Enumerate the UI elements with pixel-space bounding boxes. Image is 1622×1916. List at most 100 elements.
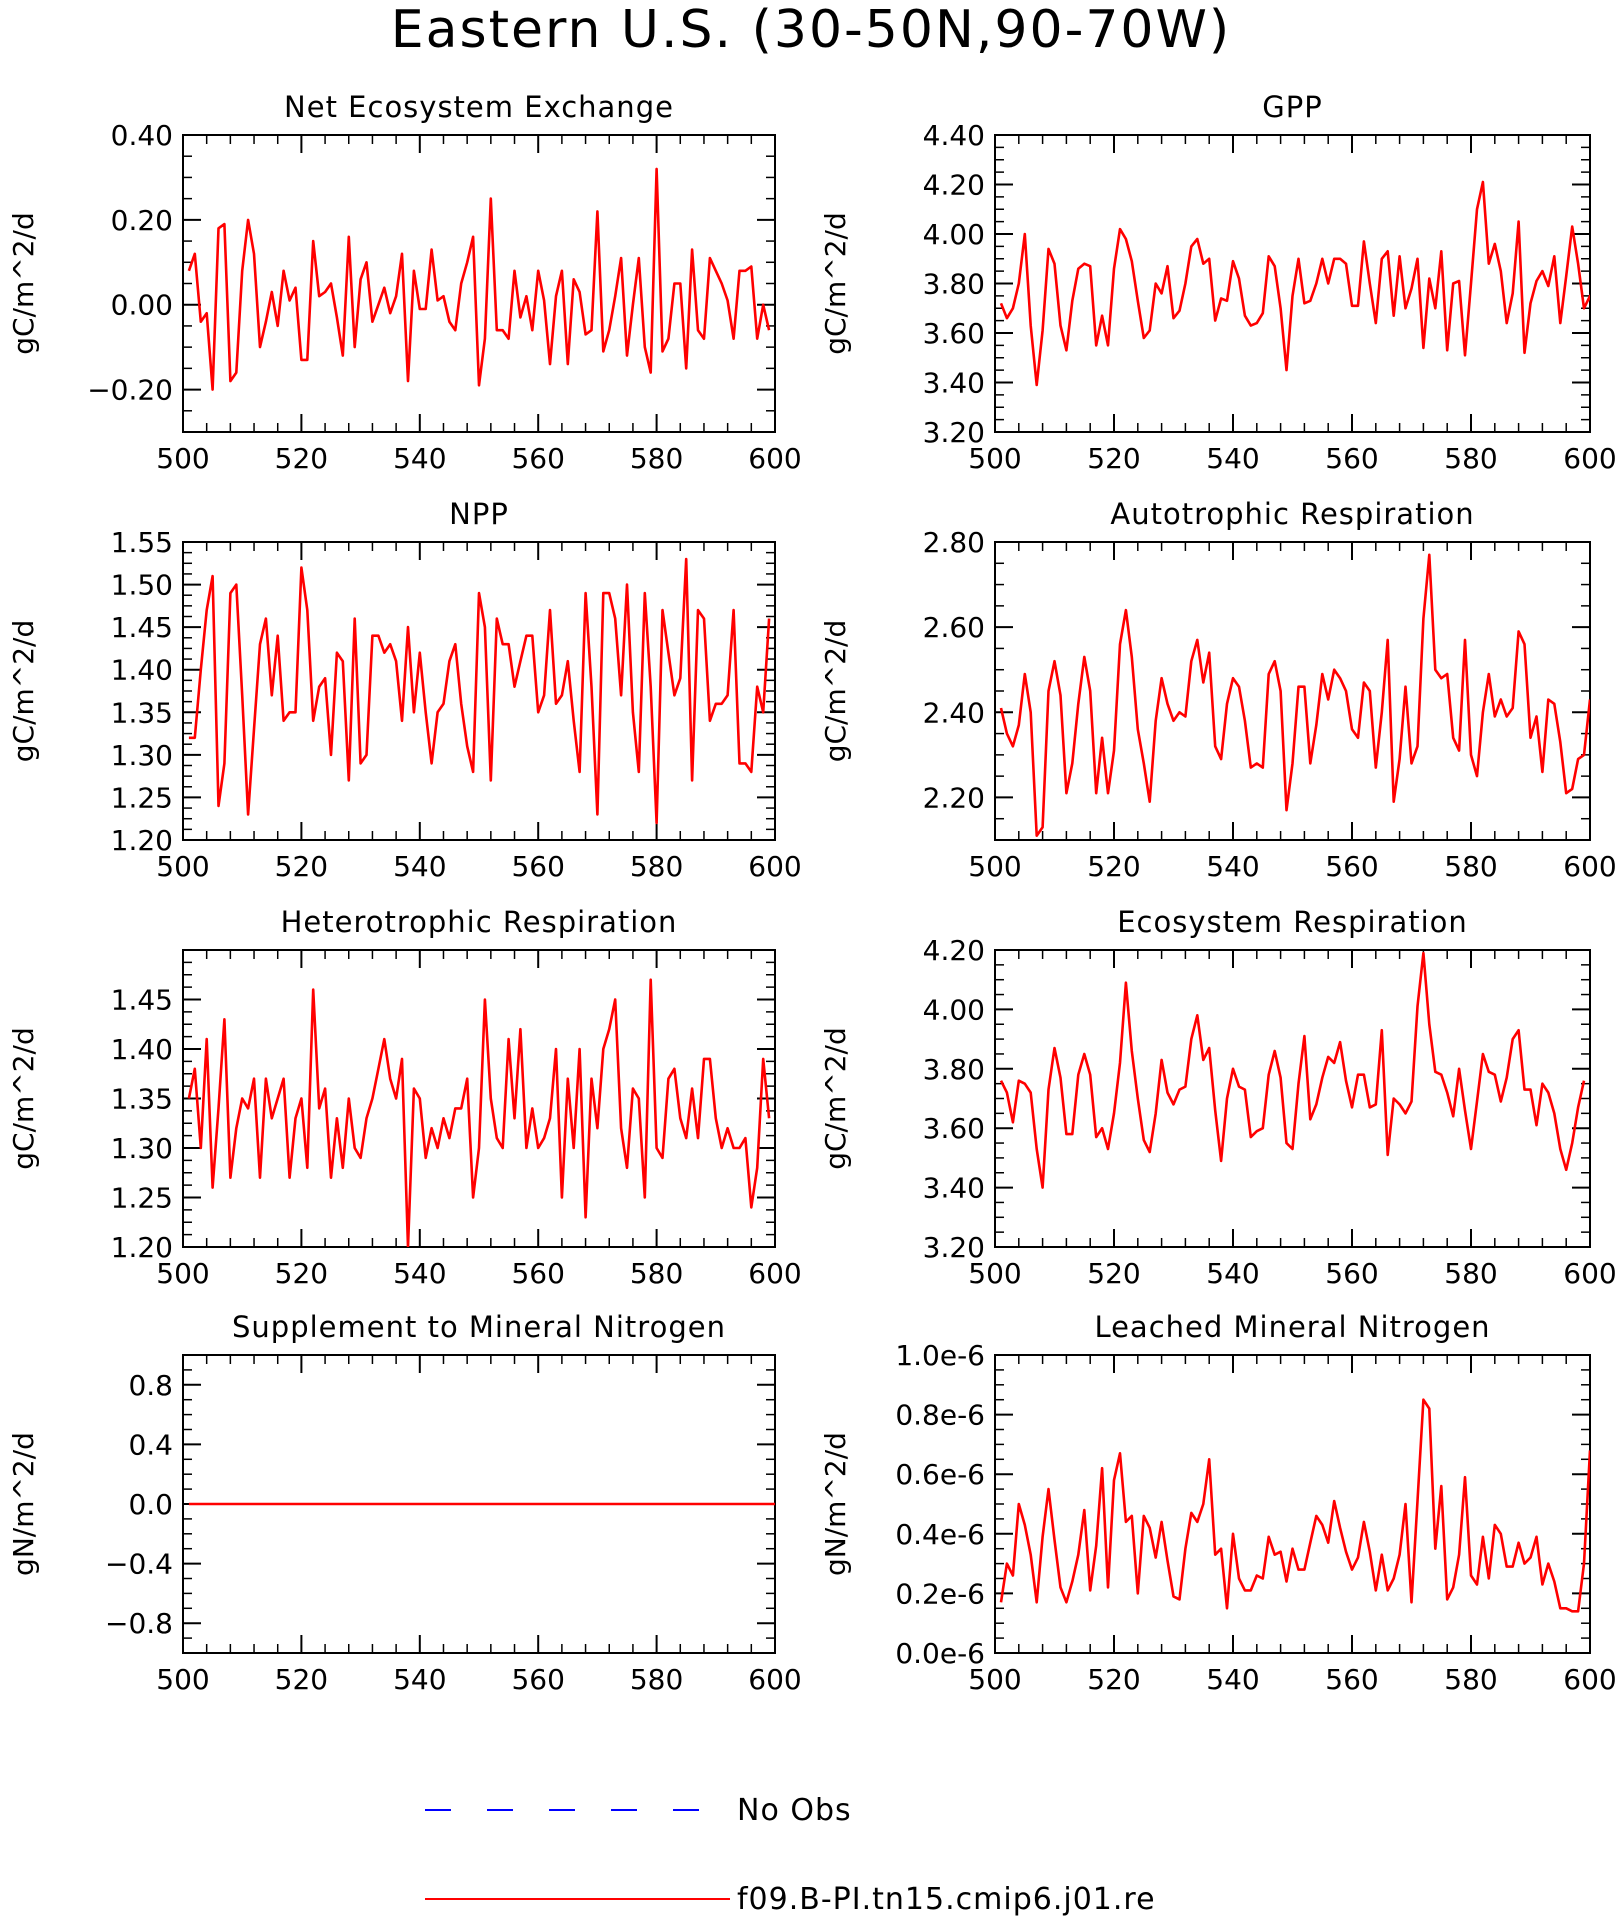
panel-ecosystem-respiration-ytick-label: 3.40 — [923, 1172, 985, 1205]
panel-supplement-to-mineral-nitrogen-title: Supplement to Mineral Nitrogen — [232, 1310, 726, 1344]
panel-heterotrophic-respiration-ytick-label: 1.20 — [111, 1231, 173, 1264]
panel-npp-ytick-label: 1.45 — [111, 611, 173, 644]
panel-heterotrophic-respiration-ytick-label: 1.25 — [111, 1182, 173, 1215]
panel-gpp-title: GPP — [1262, 90, 1322, 124]
panel-gpp-series-line — [999, 180, 1590, 387]
panel-npp-ytick-label: 1.50 — [111, 569, 173, 602]
panel-npp-xtick-label: 540 — [393, 850, 446, 883]
panel-npp-series-line — [188, 557, 771, 825]
panel-ecosystem-respiration-ytick-label: 3.60 — [923, 1112, 985, 1145]
panel-gpp-xtick-label: 560 — [1325, 442, 1378, 475]
panel-leached-mineral-nitrogen-ytick-label: 0.2e-6 — [895, 1577, 985, 1610]
panel-gpp-ytick-label: 3.20 — [923, 416, 985, 449]
panel-supplement-to-mineral-nitrogen-xtick-label: 580 — [630, 1663, 683, 1696]
panel-npp-title: NPP — [449, 497, 509, 531]
panel-npp-xtick-label: 560 — [511, 850, 564, 883]
panel-heterotrophic-respiration-xtick-label: 500 — [156, 1257, 209, 1290]
panel-npp-xtick-label: 520 — [275, 850, 328, 883]
panel-leached-mineral-nitrogen-ytick-label: 0.0e-6 — [895, 1637, 985, 1670]
panel-npp-ylabel: gC/m^2/d — [7, 620, 40, 763]
panel-supplement-to-mineral-nitrogen-ytick-label: 0.8 — [128, 1369, 173, 1402]
panel-leached-mineral-nitrogen-xtick-label: 540 — [1206, 1663, 1259, 1696]
panel-ecosystem-respiration-xtick-label: 560 — [1325, 1257, 1378, 1290]
panel-npp-ytick-label: 1.35 — [111, 696, 173, 729]
panel-ecosystem-respiration-series-line — [999, 951, 1586, 1189]
panel-leached-mineral-nitrogen-ytick-label: 1.0e-6 — [895, 1339, 985, 1372]
panel-heterotrophic-respiration-xtick-label: 540 — [393, 1257, 446, 1290]
panel-leached-mineral-nitrogen-frame — [994, 1354, 1591, 1654]
panel-ecosystem-respiration-ytick-label: 4.00 — [923, 993, 985, 1026]
panel-supplement-to-mineral-nitrogen-ytick-label: −0.8 — [105, 1607, 173, 1640]
panel-heterotrophic-respiration-ytick-label: 1.45 — [111, 984, 173, 1017]
panel-gpp-xtick-label: 580 — [1444, 442, 1497, 475]
panel-net-ecosystem-exchange-ytick-label: 0.00 — [111, 289, 173, 322]
panel-autotrophic-respiration-frame — [994, 541, 1591, 841]
panel-autotrophic-respiration-ylabel: gC/m^2/d — [819, 620, 852, 763]
panel-heterotrophic-respiration-xtick-label: 600 — [748, 1257, 801, 1290]
panel-npp-ytick-label: 1.55 — [111, 526, 173, 559]
panel-heterotrophic-respiration-series-line — [187, 978, 771, 1247]
panel-heterotrophic-respiration-xtick-label: 580 — [630, 1257, 683, 1290]
panel-gpp-xtick-label: 500 — [968, 442, 1021, 475]
panel-gpp-xtick-label: 540 — [1206, 442, 1259, 475]
panel-leached-mineral-nitrogen-xtick-label: 560 — [1325, 1663, 1378, 1696]
panel-supplement-to-mineral-nitrogen-xtick-label: 560 — [511, 1663, 564, 1696]
panel-heterotrophic-respiration-ytick-label: 1.40 — [111, 1033, 173, 1066]
panel-ecosystem-respiration: Ecosystem Respiration gC/m^2/d 500 520 540 56… — [819, 905, 1617, 1290]
panel-ecosystem-respiration-xtick-label: 600 — [1563, 1257, 1616, 1290]
panel-autotrophic-respiration-ytick-label: 2.80 — [923, 526, 985, 559]
panel-net-ecosystem-exchange: Net Ecosystem Exchange gC/m^2/d 500 520 540 5… — [7, 90, 802, 475]
panel-gpp-ytick-label: 3.60 — [923, 317, 985, 350]
panel-heterotrophic-respiration: Heterotrophic Respiration gC/m^2/d 500 520 5… — [7, 905, 802, 1290]
panel-gpp: GPP gC/m^2/d 500 520 540 560 580 600 3.20 3.40 3.6… — [819, 90, 1617, 475]
legend-label-model-run: f09.B-PI.tn15.cmip6.j01.re — [737, 1882, 1156, 1916]
panel-net-ecosystem-exchange-ytick-label: 0.40 — [111, 119, 173, 152]
panel-npp-ytick-label: 1.30 — [111, 739, 173, 772]
panel-supplement-to-mineral-nitrogen: Supplement to Mineral Nitrogen gN/m^2/d 50… — [7, 1310, 802, 1696]
panel-supplement-to-mineral-nitrogen-xtick-label: 540 — [393, 1663, 446, 1696]
panel-heterotrophic-respiration-title: Heterotrophic Respiration — [281, 905, 678, 939]
panel-ecosystem-respiration-ytick-label: 3.20 — [923, 1231, 985, 1264]
panel-ecosystem-respiration-title: Ecosystem Respiration — [1117, 905, 1468, 939]
panel-net-ecosystem-exchange-ylabel: gC/m^2/d — [7, 212, 40, 355]
panel-net-ecosystem-exchange-xtick-label: 600 — [748, 442, 801, 475]
panel-heterotrophic-respiration-frame — [182, 949, 776, 1248]
panel-autotrophic-respiration-xtick-label: 560 — [1325, 850, 1378, 883]
panel-ecosystem-respiration-ytick-label: 3.80 — [923, 1053, 985, 1086]
panel-gpp-ytick-label: 4.40 — [923, 119, 985, 152]
panel-net-ecosystem-exchange-xtick-label: 520 — [275, 442, 328, 475]
panel-ecosystem-respiration-xtick-label: 520 — [1087, 1257, 1140, 1290]
panel-npp-xtick-label: 500 — [156, 850, 209, 883]
panel-heterotrophic-respiration-xtick-label: 520 — [275, 1257, 328, 1290]
panel-autotrophic-respiration-ytick-label: 2.20 — [923, 781, 985, 814]
panel-ecosystem-respiration-xtick-label: 580 — [1444, 1257, 1497, 1290]
panel-heterotrophic-respiration-xtick-label: 560 — [511, 1257, 564, 1290]
panel-leached-mineral-nitrogen-xtick-label: 600 — [1563, 1663, 1616, 1696]
figure-title: Eastern U.S. (30-50N,90-70W) — [391, 0, 1231, 60]
panel-leached-mineral-nitrogen-ylabel: gN/m^2/d — [819, 1432, 852, 1576]
panel-supplement-to-mineral-nitrogen-ytick-label: 0.0 — [128, 1488, 173, 1521]
panel-net-ecosystem-exchange-ytick-label: 0.20 — [111, 204, 173, 237]
panel-autotrophic-respiration-xtick-label: 600 — [1563, 850, 1616, 883]
panel-supplement-to-mineral-nitrogen-xtick-label: 500 — [156, 1663, 209, 1696]
panel-leached-mineral-nitrogen-ytick-label: 0.8e-6 — [895, 1399, 985, 1432]
panel-net-ecosystem-exchange-xtick-label: 560 — [511, 442, 564, 475]
panel-npp-ytick-label: 1.40 — [111, 654, 173, 687]
panel-autotrophic-respiration: Autotrophic Respiration gC/m^2/d 500 520 540… — [819, 497, 1617, 883]
panel-supplement-to-mineral-nitrogen-xtick-label: 520 — [275, 1663, 328, 1696]
panel-ecosystem-respiration-xtick-label: 500 — [968, 1257, 1021, 1290]
panel-npp: NPP gC/m^2/d 500 520 540 560 580 600 1.20 1.25 1.3… — [7, 497, 802, 883]
panel-net-ecosystem-exchange-ytick-label: −0.20 — [87, 374, 173, 407]
panel-npp-ytick-label: 1.25 — [111, 781, 173, 814]
panel-gpp-ylabel: gC/m^2/d — [819, 212, 852, 355]
panel-gpp-ytick-label: 4.00 — [923, 218, 985, 251]
panel-net-ecosystem-exchange-xtick-label: 580 — [630, 442, 683, 475]
panel-supplement-to-mineral-nitrogen-ylabel: gN/m^2/d — [7, 1432, 40, 1576]
panel-autotrophic-respiration-xtick-label: 580 — [1444, 850, 1497, 883]
panel-ecosystem-respiration-ylabel: gC/m^2/d — [819, 1027, 852, 1170]
panel-leached-mineral-nitrogen-title: Leached Mineral Nitrogen — [1094, 1310, 1490, 1344]
panel-gpp-xtick-label: 520 — [1087, 442, 1140, 475]
panel-ecosystem-respiration-ytick-label: 4.20 — [923, 934, 985, 967]
panel-net-ecosystem-exchange-series-line — [187, 167, 771, 391]
panel-autotrophic-respiration-ytick-label: 2.40 — [923, 696, 985, 729]
